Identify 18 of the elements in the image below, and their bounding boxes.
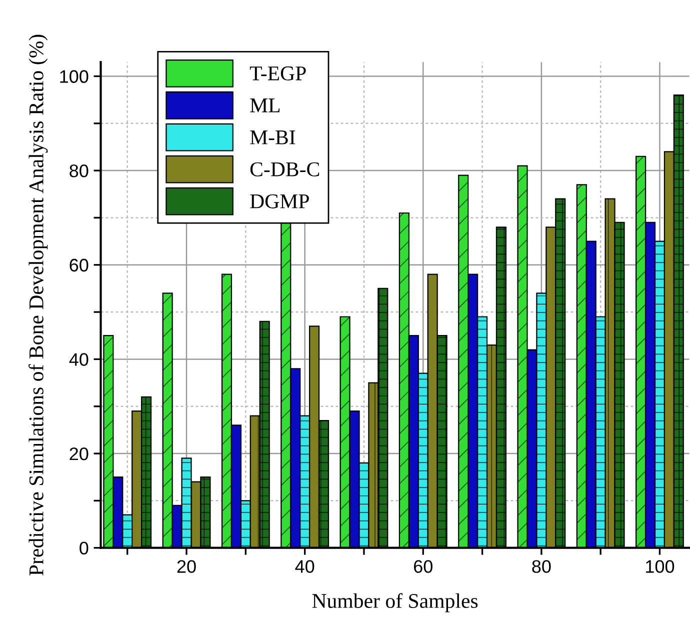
legend-label: C-DB-C xyxy=(250,162,320,176)
x-tick-label: 60 xyxy=(414,560,432,573)
y-tick-label: 80 xyxy=(70,164,88,178)
y-tick-label: 0 xyxy=(80,542,88,555)
x-tick-label: 40 xyxy=(295,560,314,573)
x-axis-title: Number of Samples xyxy=(312,593,478,612)
legend-label: M-BI xyxy=(250,130,296,144)
y-tick-label: 20 xyxy=(70,447,88,460)
y-axis-title: Predictive Simulations of Bone Development Analysis Ratio (%) xyxy=(28,34,48,576)
x-tick-label: 20 xyxy=(177,560,196,573)
legend-label: DGMP xyxy=(250,194,309,208)
y-tick-label: 60 xyxy=(70,258,88,272)
y-tick-label: 100 xyxy=(60,70,88,83)
legend-label: T-EGP xyxy=(250,66,306,80)
legend-label: ML xyxy=(250,98,280,112)
y-tick-label: 40 xyxy=(69,353,88,366)
x-tick-label: 80 xyxy=(532,560,551,573)
x-tick-label: 100 xyxy=(646,560,674,573)
